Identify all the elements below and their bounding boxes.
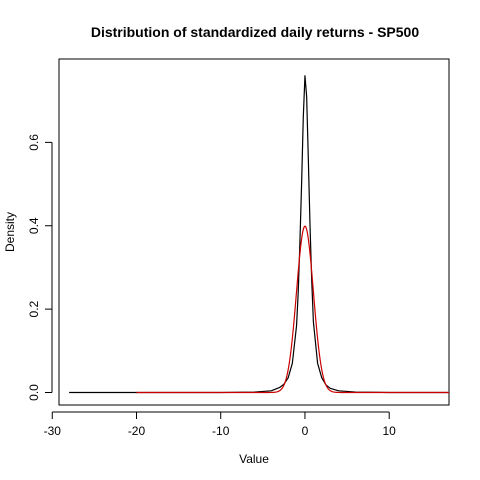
x-tick-label: -30 bbox=[44, 424, 62, 438]
y-tick-label: 0.6 bbox=[27, 134, 41, 151]
y-axis: 0.0 0.2 0.4 0.6 bbox=[27, 134, 53, 401]
y-tick-label: 0.0 bbox=[27, 384, 41, 401]
x-axis-label: Value bbox=[239, 452, 269, 466]
chart-title: Distribution of standardized daily retur… bbox=[91, 24, 419, 40]
x-axis: -30 -20 -10 0 10 bbox=[44, 411, 397, 438]
x-tick-label: 0 bbox=[302, 424, 309, 438]
y-tick-label: 0.4 bbox=[27, 217, 41, 234]
normal-density-line bbox=[136, 225, 450, 394]
y-axis-label: Density bbox=[3, 212, 17, 252]
x-tick-label: 10 bbox=[383, 424, 397, 438]
plot-box bbox=[58, 58, 450, 406]
y-tick-label: 0.2 bbox=[27, 300, 41, 317]
x-tick-label: -20 bbox=[128, 424, 146, 438]
x-tick-label: -10 bbox=[212, 424, 230, 438]
empirical-density-line bbox=[69, 75, 449, 394]
series-group bbox=[69, 75, 450, 394]
